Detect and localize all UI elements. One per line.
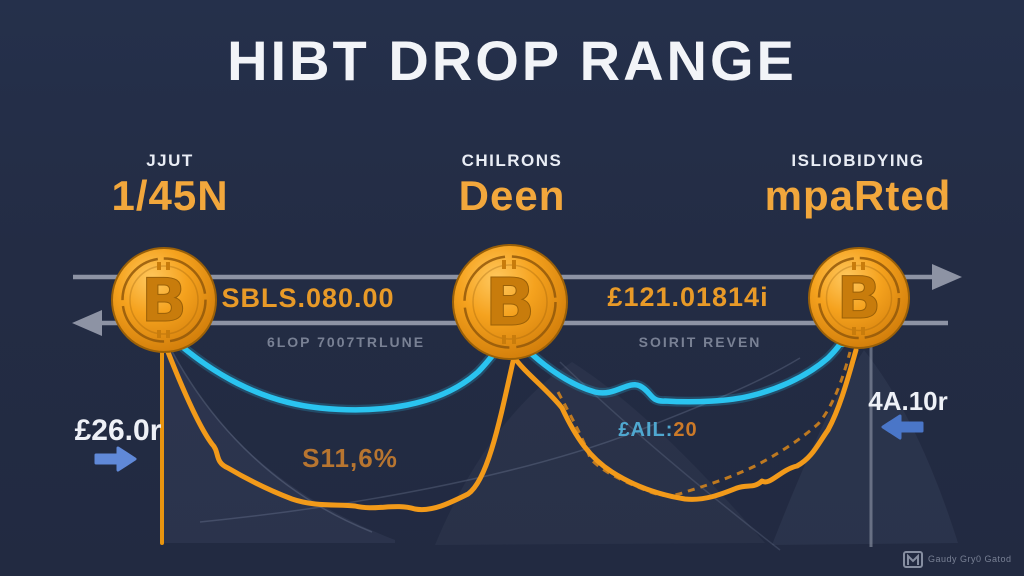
ridge-line-center	[559, 361, 781, 551]
bitcoin-coin-center: B	[452, 244, 568, 360]
bitcoin-tick-icon	[861, 262, 865, 270]
percent-annotation: S11,6%	[302, 443, 398, 473]
timeline-bottom-arrowhead-left-icon	[72, 310, 102, 336]
blue-arrow-right-icon	[94, 446, 137, 472]
eal-annotation-prefix: £AIL:	[618, 419, 674, 441]
bitcoin-tick-icon	[157, 330, 161, 338]
watermark-logo-icon	[903, 551, 923, 568]
bitcoin-tick-icon	[157, 262, 161, 270]
bitcoin-symbol: B	[141, 266, 187, 336]
column-right: ISLIOBIDYING mpaRted	[765, 150, 952, 220]
mountain-right	[772, 350, 958, 545]
column-left-value: 1/45N	[111, 172, 229, 219]
callout-left-value: £26.0r	[74, 414, 162, 447]
bitcoin-tick-icon	[852, 262, 856, 270]
eal-annotation: £AIL:20	[618, 419, 697, 442]
range-caption-left: 6LOP 7007TRLUNE	[266, 334, 426, 350]
column-center-value: Deen	[458, 172, 566, 219]
bitcoin-tick-icon	[852, 327, 856, 335]
bitcoin-tick-icon	[512, 335, 516, 344]
column-left-label: JJUT	[146, 151, 194, 170]
ridge-line-left	[165, 339, 373, 533]
dashed-trend-line	[556, 351, 852, 498]
cyan-trend-line	[169, 327, 850, 413]
ridge-line-low	[199, 357, 801, 523]
mountain-left	[164, 338, 395, 543]
bitcoin-tick-icon	[502, 335, 506, 344]
bitcoin-tick-icon	[512, 260, 516, 269]
bitcoin-tick-icon	[861, 327, 865, 335]
column-right-value: mpaRted	[764, 172, 952, 219]
range-caption-right: SOIRIT REVEN	[638, 334, 762, 350]
range-value-left: SBLS.080.00	[221, 283, 395, 313]
bitcoin-tick-icon	[166, 262, 170, 270]
watermark-text: Gaudy Gry0 Gatod	[928, 554, 1012, 564]
callout-right-value: 4A.10r	[868, 386, 948, 416]
blue-arrow-left-icon	[881, 414, 924, 440]
bitcoin-tick-icon	[502, 260, 506, 269]
eal-annotation-value: 20	[673, 419, 698, 441]
bitcoin-tick-icon	[166, 330, 170, 338]
timeline-top-arrowhead-right-icon	[932, 264, 962, 290]
watermark: Gaudy Gry0 Gatod	[903, 549, 1012, 569]
bitcoin-symbol: B	[837, 264, 881, 332]
bitcoin-coin-left: B	[111, 247, 217, 353]
column-left: JJUT 1/45N	[111, 150, 228, 220]
column-center-label: CHILRONS	[461, 151, 563, 170]
column-center: CHILRONS Deen	[459, 150, 566, 220]
range-value-right: £121.01814i	[607, 282, 769, 312]
main-title: HIBT DROP RANGE	[227, 29, 797, 92]
orange-trend-line	[165, 347, 859, 513]
bitcoin-symbol: B	[485, 264, 535, 341]
bitcoin-coin-right: B	[808, 247, 910, 349]
column-right-label: ISLIOBIDYING	[791, 151, 925, 170]
